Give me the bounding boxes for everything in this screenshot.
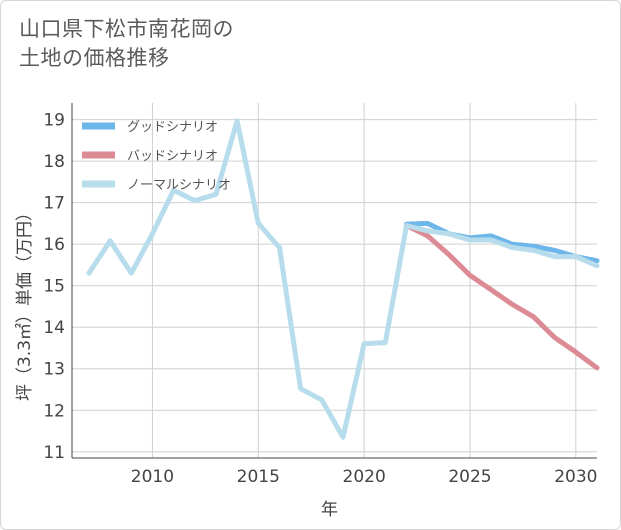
- x-tick-label: 2030: [554, 467, 597, 487]
- y-tick-label: 13: [43, 360, 65, 380]
- chart-title-line-1: 山口県下松市南花岡の: [19, 17, 234, 41]
- x-tick-label: 2015: [237, 467, 280, 487]
- series-line-0: [404, 220, 600, 264]
- y-tick-label: 12: [43, 401, 65, 421]
- x-tick-label: 2020: [343, 467, 386, 487]
- legend-label-1: バッドシナリオ: [127, 149, 218, 164]
- legend-label-0: グッドシナリオ: [127, 120, 218, 135]
- y-tick-label: 16: [43, 235, 65, 255]
- y-tick-label: 18: [43, 152, 65, 172]
- x-axis-title: 年: [321, 500, 338, 520]
- y-tick-label: 17: [43, 194, 65, 214]
- series-lines: [86, 118, 600, 440]
- y-tick-label: 19: [43, 111, 65, 131]
- axis-labels: 11 12 13 14 15 16 17 18 19 2010 2015 2020 2025 2030 年 坪…: [15, 111, 597, 520]
- grid-lines: [72, 103, 597, 458]
- y-tick-label: 11: [43, 443, 65, 463]
- y-tick-label: 14: [43, 318, 65, 338]
- y-axis-title: 坪（3.3㎡）単価（万円）: [15, 204, 35, 401]
- y-tick-label: 15: [43, 277, 65, 297]
- x-tick-label: 2010: [131, 467, 174, 487]
- chart-title: 山口県下松市南花岡の 土地の価格推移: [19, 15, 579, 73]
- series-line-2: [86, 118, 600, 440]
- series-line-1: [404, 223, 600, 371]
- axes: [71, 103, 597, 459]
- chart-title-line-2: 土地の価格推移: [19, 46, 170, 70]
- legend-label-2: ノーマルシナリオ: [127, 178, 231, 193]
- x-tick-label: 2025: [448, 467, 491, 487]
